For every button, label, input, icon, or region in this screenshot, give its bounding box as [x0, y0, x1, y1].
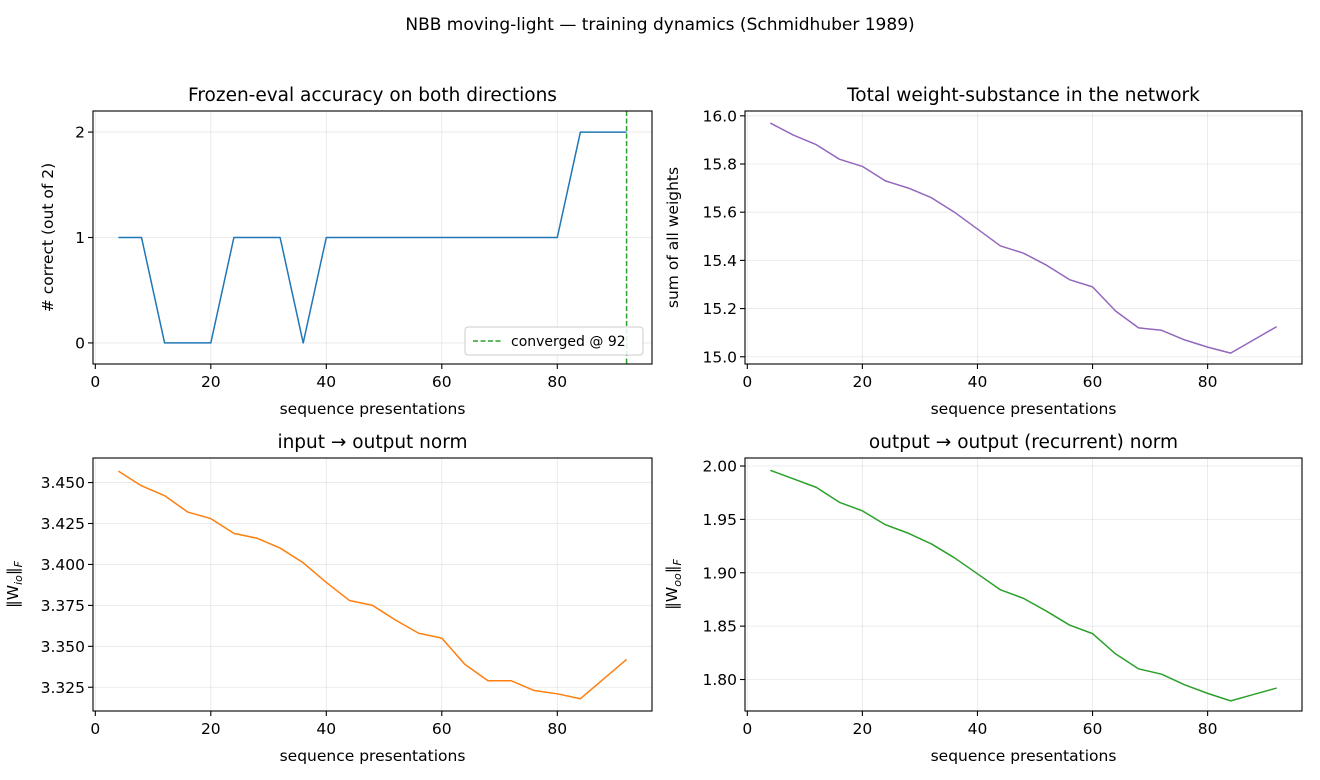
x-tick-label: 0: [742, 720, 752, 738]
x-tick-label: 0: [90, 373, 100, 391]
series-line-total: [769, 122, 1278, 354]
y-tick-label: 15.0: [702, 348, 737, 366]
series-line-io: [118, 470, 628, 700]
y-label-subscript: oo: [671, 573, 684, 587]
y-label-frobenius: F: [671, 559, 684, 566]
y-tick-label: 0: [75, 334, 85, 352]
y-tick-label: 15.2: [702, 300, 737, 318]
axes-frame: [744, 457, 1303, 712]
legend: converged @ 92: [464, 326, 644, 356]
y-tick-label: 1.80: [702, 671, 737, 689]
x-tick-label: 80: [547, 373, 567, 391]
x-tick-label: 60: [1083, 720, 1103, 738]
x-tick-label: 20: [853, 720, 873, 738]
axes-frame: [744, 110, 1303, 365]
panel-title: Frozen-eval accuracy on both directions: [188, 85, 557, 106]
x-axis-label: sequence presentations: [280, 747, 466, 765]
x-axis-label: sequence presentations: [280, 400, 466, 418]
y-tick-label: 2: [75, 124, 85, 142]
x-tick-label: 60: [432, 373, 452, 391]
x-tick-label: 20: [201, 373, 221, 391]
x-tick-label: 80: [1198, 373, 1218, 391]
figure-suptitle: NBB moving-light — training dynamics (Sc…: [405, 15, 914, 35]
x-tick-label: 40: [968, 720, 988, 738]
x-tick-label: 40: [316, 373, 336, 391]
series-line-acc: [118, 131, 627, 344]
chart-panel-oo: 0 20 40 60 80 1.80 1.85 1.90 1.95 2.00 output → ou…: [663, 432, 1303, 765]
y-label-norm-open: ‖W: [4, 585, 22, 608]
panel-title: Total weight-substance in the network: [846, 85, 1200, 106]
x-tick-label: 60: [1083, 373, 1103, 391]
x-axis-label: sequence presentations: [931, 747, 1117, 765]
y-tick-label: 3.325: [41, 679, 85, 697]
y-tick-label: 16.0: [702, 107, 737, 125]
y-tick-label: 3.350: [41, 638, 85, 656]
x-axis-label: sequence presentations: [931, 400, 1117, 418]
y-tick-label: 3.450: [41, 474, 85, 492]
y-axis-label: ‖Wio‖F: [4, 560, 25, 608]
series-line-oo: [770, 469, 1277, 702]
y-tick-label: 15.8: [702, 156, 737, 174]
axes-frame: [92, 457, 653, 712]
panel-title: output → output (recurrent) norm: [869, 432, 1178, 453]
y-axis-label: sum of all weights: [664, 167, 682, 308]
x-tick-label: 40: [968, 373, 988, 391]
x-tick-label: 0: [742, 373, 752, 391]
x-tick-label: 40: [316, 720, 336, 738]
y-tick-label: 2.00: [702, 458, 737, 476]
chart-panel-total: 0 20 40 60 80 15.0 15.2 15.4 15.6 15.8 16.0 Total w…: [664, 85, 1303, 418]
y-tick-label: 15.6: [702, 204, 737, 222]
y-label-norm-close: ‖: [4, 567, 22, 575]
chart-panel-acc: 0 20 40 60 80 0 1 2 Frozen-eval accuracy on both…: [39, 85, 653, 418]
y-tick-label: 15.4: [702, 252, 737, 270]
panel-title: input → output norm: [277, 432, 467, 453]
x-tick-label: 80: [1198, 720, 1218, 738]
legend-label: converged @ 92: [511, 334, 626, 350]
y-label-subscript: io: [12, 575, 25, 585]
y-tick-label: 1.95: [702, 511, 737, 529]
x-tick-label: 60: [432, 720, 452, 738]
chart-panel-io: 0 20 40 60 80 3.325 3.350 3.375 3.400 3.425 3.450 i…: [4, 432, 653, 765]
y-label-norm-open: ‖W: [663, 587, 681, 610]
y-label-norm-close: ‖: [663, 566, 681, 574]
y-tick-label: 3.400: [41, 556, 85, 574]
y-tick-label: 1.90: [702, 564, 737, 582]
y-axis-label: ‖Woo‖F: [663, 559, 684, 610]
y-tick-label: 3.375: [41, 597, 85, 615]
y-tick-label: 1: [75, 229, 85, 247]
x-tick-label: 0: [90, 720, 100, 738]
y-tick-label: 3.425: [41, 515, 85, 533]
y-label-frobenius: F: [12, 560, 25, 567]
x-tick-label: 80: [547, 720, 567, 738]
x-tick-label: 20: [853, 373, 873, 391]
y-tick-label: 1.85: [702, 618, 737, 636]
y-axis-label: # correct (out of 2): [39, 163, 57, 312]
legend-box: [464, 326, 644, 356]
x-tick-label: 20: [201, 720, 221, 738]
